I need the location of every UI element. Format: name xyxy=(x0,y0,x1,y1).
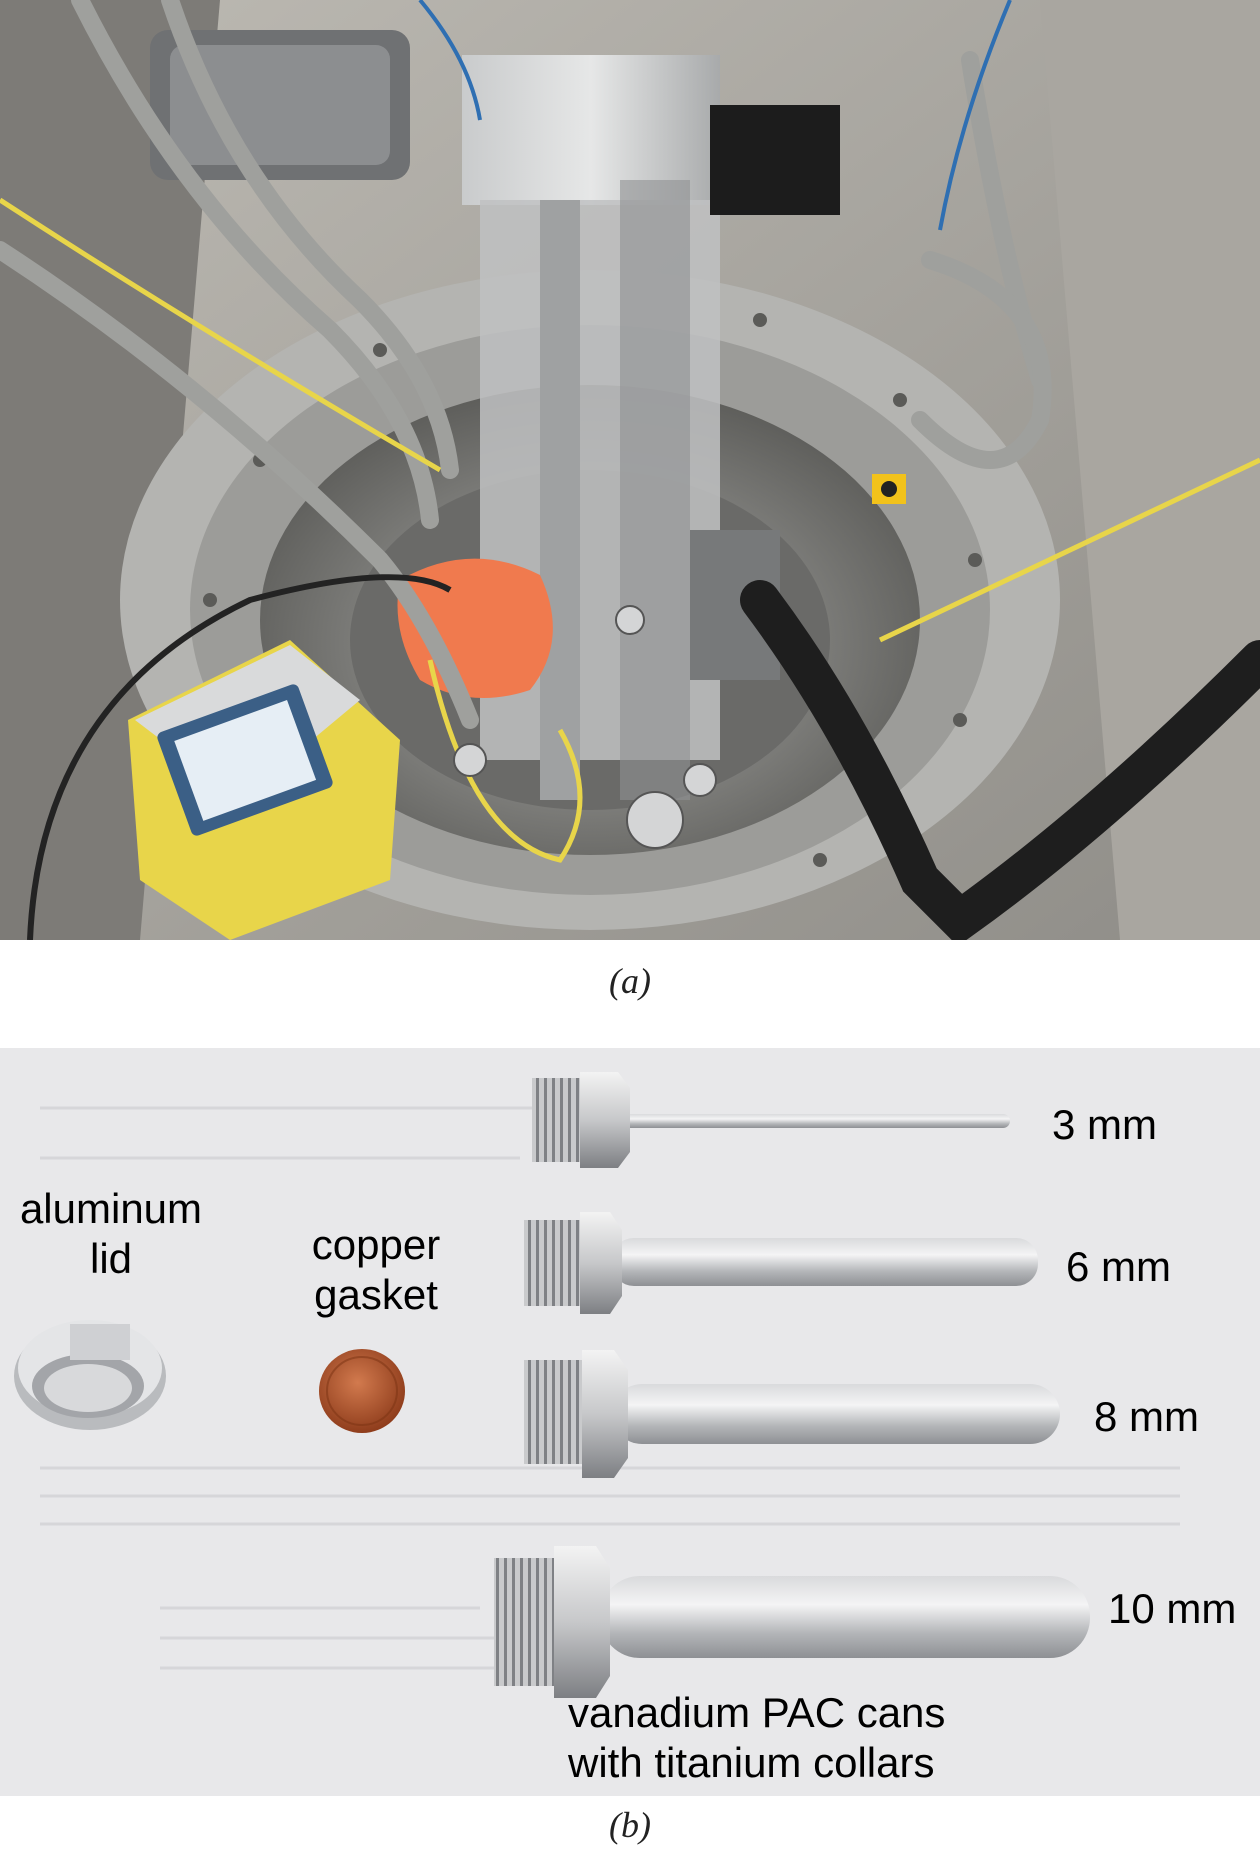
label-3mm: 3 mm xyxy=(1052,1101,1157,1148)
photo-panel-b: aluminum lid copper gasket 3 mm 6 mm 8 m… xyxy=(0,1048,1260,1796)
label-6mm: 6 mm xyxy=(1066,1243,1171,1290)
label-10mm: 10 mm xyxy=(1108,1585,1237,1632)
aluminum-lid xyxy=(14,1320,166,1430)
label-8mm: 8 mm xyxy=(1094,1393,1199,1440)
label-aluminum-lid: aluminum lid xyxy=(19,1185,203,1282)
can-6mm xyxy=(524,1212,1038,1314)
sample-cans-photo xyxy=(0,1048,1260,1796)
sample-environment-photo xyxy=(0,0,1260,940)
label-vanadium-cans: vanadium PAC cans with titanium collars xyxy=(568,1689,946,1786)
can-3mm xyxy=(532,1072,1010,1168)
panel-a-caption: (a) xyxy=(609,961,651,1001)
copper-gasket xyxy=(319,1349,405,1433)
can-8mm xyxy=(524,1350,1060,1478)
photo-panel-a xyxy=(0,0,1260,940)
can-10mm xyxy=(494,1546,1090,1698)
panel-b-caption: (b) xyxy=(609,1805,651,1845)
label-copper-gasket: copper gasket xyxy=(311,1221,441,1318)
